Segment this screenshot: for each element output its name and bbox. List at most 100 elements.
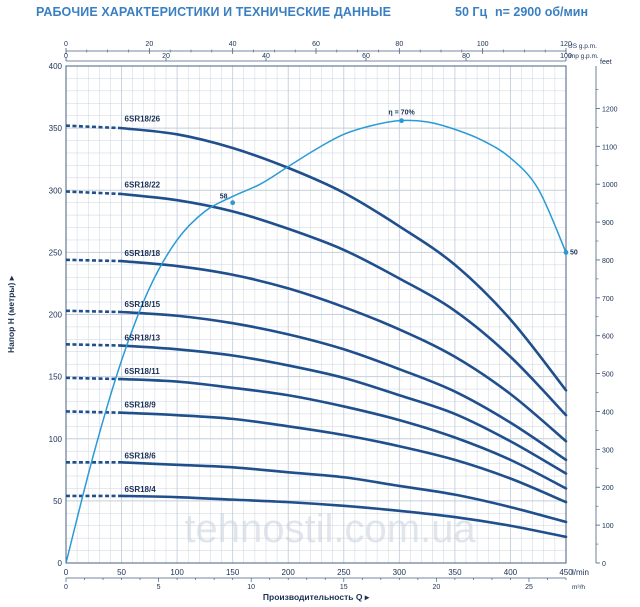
us-gpm-tick-label: 100 [477, 41, 489, 48]
curve-dashed-6sr18-11 [65, 376, 122, 381]
y-tick-label: 400 [49, 62, 63, 71]
us-gpm-tick-label: 40 [229, 41, 237, 48]
curve-6sr18-26 [120, 126, 568, 392]
imp-gpm-tick-label: 80 [462, 53, 470, 60]
series-label: 6SR18/11 [125, 367, 161, 376]
curve-dashed-6sr18-18 [65, 258, 122, 263]
curve-dashed-6sr18-26 [65, 124, 122, 130]
x-tick-label: 400 [504, 568, 518, 577]
efficiency-label: 58 [220, 194, 228, 201]
feet-unit: feet [600, 59, 612, 66]
x-tick-label: 350 [448, 568, 462, 577]
us-gpm-tick-label: 120 [560, 41, 572, 48]
feet-tick-label: 500 [602, 372, 614, 379]
efficiency-point [230, 200, 236, 206]
us-gpm-tick-label: 20 [145, 41, 153, 48]
feet-tick-label: 1000 [602, 182, 618, 189]
imp-gpm-tick-label: 100 [560, 53, 572, 60]
series-label: 6SR18/22 [125, 180, 161, 189]
curve-dashed-6sr18-9 [65, 410, 122, 414]
feet-tick-label: 900 [602, 220, 614, 227]
y-tick-label: 200 [49, 311, 63, 320]
imp-gpm-tick-label: 20 [162, 53, 170, 60]
y-tick-label: 100 [49, 435, 63, 444]
watermark: tehnostil.com.ua [184, 507, 476, 551]
curve-6sr18-4 [120, 494, 568, 539]
y-tick-label: 250 [49, 248, 63, 257]
plot-border [65, 65, 567, 564]
curve-6sr18-11 [120, 377, 568, 490]
curve-6sr18-6 [120, 461, 568, 524]
x-unit-label: l/min [572, 568, 589, 577]
imp-gpm-tick-label: 0 [64, 53, 68, 60]
y-axis-title: Напор H (метры) ▸ [6, 275, 16, 353]
m3h-tick-label: 25 [525, 584, 533, 591]
frequency-label: 50 Гц [455, 5, 488, 19]
us-gpm-unit: US g.p.m. [568, 43, 597, 50]
m3h-tick-label: 20 [432, 584, 440, 591]
feet-tick-label: 200 [602, 485, 614, 492]
x-tick-label: 450 [559, 568, 573, 577]
imp-gpm-tick-label: 40 [262, 53, 270, 60]
curve-dashed-6sr18-13 [65, 343, 122, 347]
curve-6sr18-9 [120, 411, 568, 504]
y-tick-label: 350 [49, 124, 63, 133]
performance-curves [65, 124, 568, 539]
feet-tick-label: 1200 [602, 106, 618, 113]
y-tick-label: 150 [49, 373, 63, 382]
y-tick-label: 0 [58, 559, 63, 568]
x-tick-label: 250 [337, 568, 351, 577]
m3h-tick-label: 15 [340, 584, 348, 591]
efficiency-curve-group: 58 η = 70% 50 [65, 110, 578, 564]
efficiency-point [399, 118, 404, 124]
feet-tick-label: 0 [602, 561, 606, 568]
efficiency-label: η = 70% [388, 110, 415, 117]
y-tick-label: 50 [53, 497, 62, 506]
series-label: 6SR18/6 [125, 451, 157, 460]
series-label: 6SR18/18 [125, 249, 161, 258]
series-label: 6SR18/13 [125, 333, 161, 342]
m3h-tick-label: 0 [64, 584, 68, 591]
series-label: 6SR18/15 [125, 300, 161, 309]
series-label: 6SR18/4 [125, 485, 157, 494]
m3h-unit-label: m³/h [572, 584, 585, 591]
feet-tick-label: 700 [602, 296, 614, 303]
curve-6sr18-18 [120, 259, 568, 443]
us-gpm-tick-label: 60 [312, 41, 320, 48]
series-label: 6SR18/9 [125, 400, 157, 409]
us-gpm-tick-label: 0 [64, 41, 68, 48]
curve-6sr18-22 [120, 192, 568, 417]
x-tick-label: 50 [117, 568, 126, 577]
chart-header: РАБОЧИЕ ХАРАКТЕРИСТИКИ И ТЕХНИЧЕСКИЕ ДАН… [0, 0, 640, 26]
curve-6sr18-13 [120, 344, 568, 475]
x-axis-title: Производительность Q ▸ [263, 592, 370, 602]
series-label: 6SR18/26 [125, 115, 161, 124]
feet-tick-label: 100 [602, 523, 614, 530]
feet-tick-label: 300 [602, 447, 614, 454]
feet-tick-label: 800 [602, 258, 614, 265]
imp-gpm-unit: Imp g.p.m. [568, 53, 599, 60]
curve-dashed-6sr18-22 [65, 190, 122, 196]
feet-tick-label: 1100 [602, 144, 617, 151]
curve-6sr18-15 [120, 310, 568, 462]
x-tick-label: 300 [393, 568, 407, 577]
efficiency-point [563, 249, 569, 255]
feet-tick-label: 400 [602, 409, 614, 416]
x-tick-label: 150 [226, 568, 240, 577]
chart-title: РАБОЧИЕ ХАРАКТЕРИСТИКИ И ТЕХНИЧЕСКИЕ ДАН… [36, 5, 392, 19]
efficiency-label: 50 [570, 249, 578, 256]
us-gpm-tick-label: 80 [395, 41, 403, 48]
efficiency-curve [65, 119, 567, 564]
m3h-tick-label: 5 [157, 584, 161, 591]
curve-dashed-6sr18-15 [65, 309, 122, 314]
m3h-tick-label: 10 [247, 584, 255, 591]
imp-gpm-tick-label: 60 [362, 53, 370, 60]
x-tick-label: 200 [282, 568, 296, 577]
series-labels: 6SR18/26 6SR18/22 6SR18/18 6SR18/15 6SR18/13… [125, 115, 161, 494]
x-tick-label: 0 [64, 568, 69, 577]
x-tick-label: 100 [170, 568, 184, 577]
y-tick-label: 300 [49, 186, 63, 195]
feet-tick-label: 600 [602, 334, 614, 341]
